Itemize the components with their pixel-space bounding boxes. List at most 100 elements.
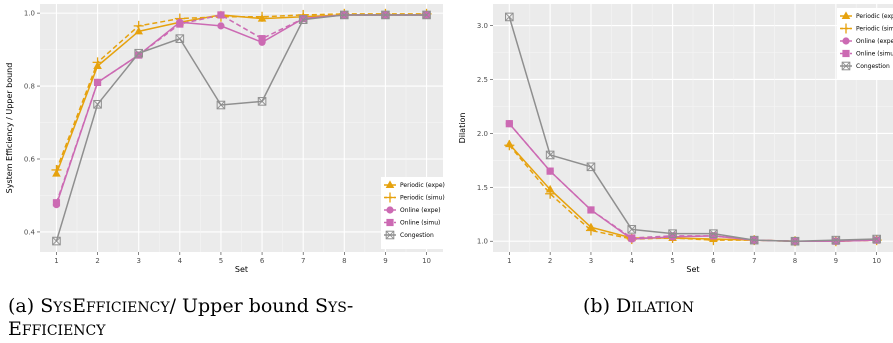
- y-axis-title: System Efficiency / Upper bound: [5, 63, 14, 194]
- x-tick-label: 7: [752, 257, 756, 265]
- legend-key-marker: [385, 192, 395, 203]
- legend-entry-4: Congestion: [400, 232, 434, 239]
- y-tick-label: 3.0: [477, 22, 488, 30]
- chart-sys-efficiency: 0.4 0.6 0.8 1.0 1 2 3 4 5 6 7 8 9 10 Set System Efficie…: [5, 4, 445, 274]
- data-point-s1-p0: [51, 164, 62, 175]
- y-tick-label: 0.8: [24, 83, 35, 91]
- legend-entry-4: Congestion: [856, 63, 890, 70]
- caption-a-line2: EFFICIENCY: [8, 318, 106, 340]
- data-point-s3-p1: [546, 167, 554, 175]
- data-point-s3-p2: [135, 51, 143, 59]
- data-point-s4-p1: [93, 99, 102, 109]
- x-tick-label: 10: [422, 257, 431, 265]
- data-point-s4-p6: [298, 15, 308, 24]
- legend-entry-2: Online (expe): [856, 38, 893, 45]
- legend-entry-0: Periodic (expe): [400, 182, 445, 189]
- legend-entry-1: Periodic (simu): [856, 26, 893, 33]
- y-tick-label: 0.4: [24, 228, 36, 236]
- data-point-s4-p6: [749, 235, 759, 245]
- series-line-1: [55, 13, 427, 171]
- x-tick-label: 10: [872, 257, 881, 265]
- legend-entry-0: Periodic (expe): [856, 13, 893, 20]
- caption-a-line1: (a) SYSEFFICIENCY/ Upper bound SYS-: [8, 295, 353, 317]
- x-tick-label: 8: [793, 257, 797, 265]
- data-point-s4-p1: [545, 150, 555, 160]
- x-axis-title: Set: [235, 265, 248, 274]
- data-point-s4-p0: [52, 236, 61, 246]
- legend-key-marker: [842, 49, 850, 58]
- data-point-s2-p4: [217, 22, 225, 30]
- data-point-s1-p5: [257, 11, 268, 22]
- data-point-s3-p5: [258, 35, 266, 43]
- x-tick-label: 2: [95, 257, 99, 265]
- y-tick-label: 2.0: [477, 130, 488, 138]
- series-line-4: [55, 14, 427, 242]
- data-point-s4-p7: [790, 236, 800, 246]
- legend-key-marker: [841, 61, 851, 71]
- x-tick-label: 3: [589, 257, 593, 265]
- data-point-s3-p3: [628, 234, 636, 242]
- data-point-s1-p1: [545, 188, 556, 199]
- x-tick-label: 9: [834, 257, 838, 265]
- data-point-s3-p3: [176, 20, 184, 28]
- data-point-s3-p2: [587, 206, 595, 214]
- data-point-s3-p6: [299, 14, 307, 23]
- data-point-s4-p3: [175, 34, 185, 43]
- legend-entry-2: Online (expe): [400, 207, 441, 214]
- data-point-s4-p4: [668, 229, 677, 238]
- y-tick-label: 2.5: [477, 76, 488, 84]
- x-tick-label: 6: [260, 257, 265, 265]
- legend: Periodic (expe) Periodic (simu) Online (ex…: [381, 177, 445, 249]
- legend-key-marker: [385, 230, 395, 240]
- data-point-s3-p0: [505, 120, 513, 128]
- x-tick-label: 4: [630, 257, 635, 265]
- legend-key-marker: [386, 218, 394, 227]
- legend-key-marker: [841, 23, 851, 34]
- x-tick-label: 1: [507, 257, 511, 265]
- x-tick-label: 1: [54, 257, 58, 265]
- legend: Periodic (expe) Periodic (simu) Online (ex…: [837, 8, 893, 80]
- y-tick-label: 0.6: [24, 156, 36, 164]
- legend-key-marker: [842, 37, 850, 45]
- data-point-s3-p0: [52, 199, 61, 207]
- data-point-s4-p0: [505, 12, 514, 22]
- data-point-s4-p3: [627, 225, 637, 234]
- data-point-s4-p7: [340, 10, 349, 20]
- data-point-s3-p5: [709, 232, 718, 240]
- data-point-s3-p1: [93, 78, 102, 87]
- x-tick-label: 7: [301, 257, 305, 265]
- x-tick-label: 4: [178, 257, 183, 265]
- x-tick-label: 2: [548, 257, 552, 265]
- data-point-s4-p2: [586, 162, 596, 172]
- data-point-s3-p9: [873, 236, 881, 244]
- data-point-s4-p8: [381, 10, 390, 20]
- data-point-s4-p5: [709, 229, 718, 238]
- x-tick-label: 3: [136, 257, 140, 265]
- series-line-1: [508, 144, 877, 242]
- x-tick-label: 9: [383, 257, 387, 265]
- data-point-s1-p0: [504, 140, 515, 151]
- x-axis-title: Set: [686, 265, 699, 274]
- y-tick-label: 1.5: [477, 184, 488, 192]
- y-axis-title: Dilation: [458, 113, 467, 144]
- data-point-s1-p2: [133, 20, 144, 31]
- legend-key-marker: [386, 206, 394, 214]
- y-tick-label: 1.0: [477, 238, 488, 246]
- data-point-s4-p4: [216, 100, 226, 110]
- data-point-s3-p4: [217, 11, 225, 19]
- x-tick-label: 5: [670, 257, 674, 265]
- caption-b: (b) DILATION: [583, 295, 694, 317]
- chart-dilation: 1.0 1.5 2.0 2.5 3.0 1 2 3 4 5 6 7 8 9 10 Set Dilation Per…: [458, 4, 893, 274]
- data-point-s4-p5: [257, 97, 267, 106]
- data-point-s3-p8: [832, 237, 840, 245]
- data-point-s4-p9: [872, 234, 881, 244]
- legend-key-marker: [841, 11, 851, 19]
- x-tick-label: 8: [342, 257, 346, 265]
- legend-key-marker: [385, 180, 395, 188]
- data-point-s4-p8: [831, 235, 841, 245]
- series-line-4: [508, 16, 877, 242]
- data-point-s4-p9: [422, 10, 431, 20]
- data-point-s1-p2: [585, 225, 596, 236]
- data-point-s1-p1: [92, 57, 103, 68]
